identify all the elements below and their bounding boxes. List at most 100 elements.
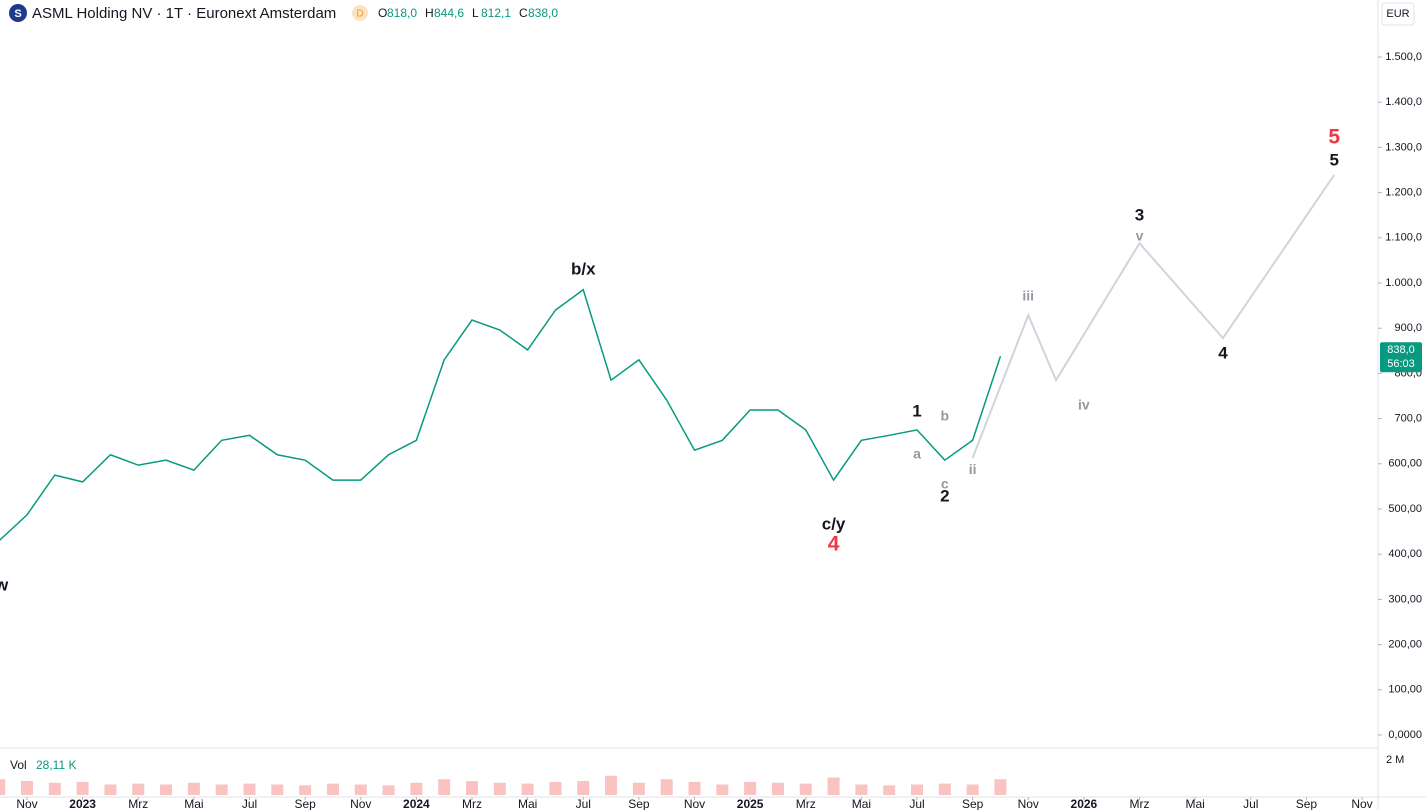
wave-label: 5 — [1328, 125, 1340, 148]
volume-bar — [438, 779, 451, 795]
y-tick-label: 300,00 — [1388, 593, 1422, 605]
volume-bar — [466, 781, 478, 795]
volume-label: Vol — [10, 758, 27, 772]
volume-bar — [716, 784, 729, 795]
wave-label: iv — [1078, 397, 1090, 413]
x-tick-label: Mrz — [462, 797, 482, 810]
wave-label: iii — [1022, 288, 1034, 304]
chart-title: ASML Holding NV · 1T · Euronext Amsterda… — [32, 5, 336, 22]
x-tick-label: Mai — [184, 797, 203, 810]
volume-value: 28,11 K — [36, 758, 76, 772]
x-tick-label: Mai — [852, 797, 871, 810]
currency-box[interactable] — [1381, 2, 1415, 26]
volume-bar — [799, 783, 812, 795]
wave-label: a — [913, 445, 921, 461]
y-tick-label: 1.300,0 — [1385, 141, 1422, 153]
volume-bar — [605, 775, 618, 795]
wave-label: 4 — [1218, 343, 1228, 362]
y-tick-label: 1.400,0 — [1385, 96, 1422, 108]
wave-label: 5 — [1329, 150, 1338, 169]
volume-bar — [243, 783, 256, 795]
ohlc-value: 844,6 — [434, 6, 464, 20]
ohlc-value: 812,1 — [481, 6, 511, 20]
volume-bar — [215, 784, 228, 795]
x-tick-label: Nov — [1351, 797, 1372, 810]
price-line — [0, 288, 1002, 541]
wave-label: b/x — [571, 259, 596, 278]
x-tick-label: Mai — [1185, 797, 1204, 810]
wave-label: ii — [969, 461, 977, 477]
x-tick-label: 2026 — [1071, 797, 1098, 810]
badge — [352, 5, 368, 21]
x-tick-label: Sep — [628, 797, 650, 810]
x-tick-label: Mrz — [128, 797, 148, 810]
wave-label: 2 — [940, 487, 949, 506]
x-tick-label: Mai — [518, 797, 537, 810]
x-tick-label: Jul — [909, 797, 924, 810]
volume-bar — [410, 782, 423, 795]
volume-bar — [660, 779, 673, 795]
volume-bar — [299, 785, 312, 795]
last-price: 838,0 — [1387, 344, 1415, 356]
volume-bar — [577, 781, 590, 795]
wave-label: /w — [0, 575, 9, 594]
volume-bar — [911, 784, 923, 795]
y-tick-label: 600,00 — [1388, 458, 1422, 470]
y-tick-label: 1.500,0 — [1385, 51, 1422, 63]
wave-label: 1 — [912, 401, 921, 420]
last-price-tag — [1380, 342, 1422, 373]
volume-bar — [187, 782, 200, 795]
volume-bar — [0, 779, 6, 795]
volume-bar — [632, 782, 645, 795]
volume-bar — [354, 784, 367, 795]
y-tick-label: 0,0000 — [1388, 729, 1422, 741]
wave-label: 3 — [1135, 206, 1144, 225]
x-tick-label: Sep — [962, 797, 984, 810]
volume-bar — [271, 784, 284, 795]
volume-bar — [938, 783, 951, 795]
x-tick-label: Nov — [684, 797, 705, 810]
currency[interactable]: EUR — [1386, 8, 1409, 20]
volume-bar — [883, 785, 896, 795]
volume-bar — [160, 784, 173, 795]
volume-bar — [326, 783, 339, 795]
volume-bar — [21, 781, 33, 795]
x-tick-label: Mrz — [1130, 797, 1150, 810]
wave-label: v — [1136, 228, 1144, 244]
x-tick-label: Jul — [1243, 797, 1258, 810]
y-tick-label: 1.000,0 — [1385, 277, 1422, 289]
y-tick-label: 200,00 — [1388, 639, 1422, 651]
wave-label: 4 — [828, 533, 840, 556]
volume-bar — [76, 781, 89, 795]
y-tick-label: 900,0 — [1394, 322, 1422, 334]
y-tick-label: 100,00 — [1388, 684, 1422, 696]
volume-bar — [521, 783, 534, 795]
y-tick-label: 500,00 — [1388, 503, 1422, 515]
volume-bar — [827, 777, 840, 795]
x-tick-label: Jul — [242, 797, 257, 810]
x-tick-label: Jul — [576, 797, 591, 810]
y-tick-label: 700,0 — [1394, 413, 1422, 425]
volume-bar — [104, 784, 117, 795]
y-tick-label: 1.100,0 — [1385, 232, 1422, 244]
volume-bar — [966, 784, 979, 795]
volume-bar — [744, 781, 757, 795]
x-tick-label: Sep — [1296, 797, 1318, 810]
y-tick-label: 1.200,0 — [1385, 187, 1422, 199]
countdown: 56:03 — [1387, 358, 1415, 370]
wave-label: b — [941, 407, 950, 423]
volume-tick-label: 2 M — [1386, 754, 1404, 766]
x-tick-label: Nov — [16, 797, 37, 810]
x-tick-label: 2023 — [69, 797, 96, 810]
volume-bar — [549, 781, 562, 795]
projection-line — [971, 174, 1336, 459]
volume-bar — [688, 781, 701, 795]
x-tick-label: 2024 — [403, 797, 430, 810]
x-tick-label: Sep — [294, 797, 316, 810]
x-tick-label: 2025 — [737, 797, 764, 810]
volume-bar — [493, 782, 506, 795]
badge-letter: D — [356, 9, 363, 20]
volume-bar — [771, 782, 784, 795]
